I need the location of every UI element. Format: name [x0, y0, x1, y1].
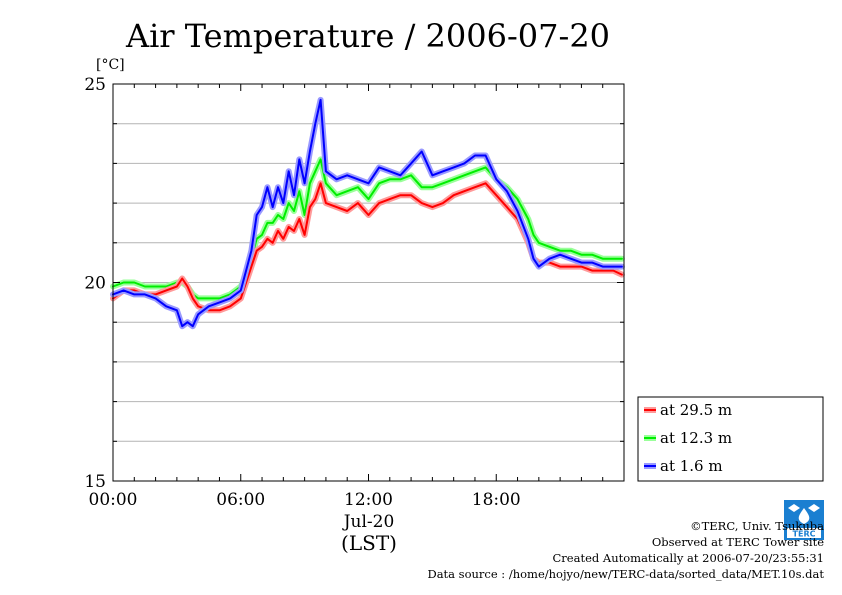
axis-ticks: 00:00 06:00 12:00 18:00 15 20 25 — [84, 75, 624, 510]
legend: at 29.5 m at 12.3 m at 1.6 m — [637, 396, 824, 482]
legend-box — [637, 396, 824, 482]
terc-logo-icon: TERC — [784, 500, 824, 540]
legend-item-29-5m: at 29.5 m — [644, 401, 732, 419]
x-tick-label: 00:00 — [89, 490, 138, 510]
credit-copyright: ©TERC, Univ. Tsukuba — [690, 519, 824, 533]
x-tick-label: 12:00 — [344, 490, 393, 510]
x-tick-label: 18:00 — [472, 490, 521, 510]
credits: ©TERC, Univ. Tsukuba Observed at TERC To… — [427, 518, 824, 582]
x-axis-label: (LST) — [341, 531, 397, 555]
y-tick-label: 20 — [84, 274, 106, 294]
chart-title: Air Temperature / 2006-07-20 — [125, 17, 610, 55]
credit-source: Data source : /home/hojyo/new/TERC-data/… — [427, 567, 824, 581]
legend-label-1-6m: at 1.6 m — [660, 457, 723, 475]
grid-lines — [113, 123, 624, 442]
legend-item-1-6m: at 1.6 m — [644, 457, 723, 475]
credit-observed: Observed at TERC Tower site — [651, 535, 824, 549]
legend-item-12-3m: at 12.3 m — [644, 429, 732, 447]
x-tick-label: 06:00 — [216, 490, 265, 510]
logo-text: TERC — [793, 530, 816, 539]
series-layer — [110, 96, 625, 330]
legend-label-12-3m: at 12.3 m — [660, 429, 732, 447]
y-tick-label: 15 — [84, 472, 106, 492]
y-axis-unit: [°C] — [96, 57, 125, 73]
credit-created: Created Automatically at 2006-07-20/23:5… — [552, 551, 825, 565]
y-tick-label: 25 — [84, 75, 106, 95]
legend-label-29-5m: at 29.5 m — [660, 401, 732, 419]
x-date-label: Jul-20 — [342, 512, 395, 532]
terc-logo: TERC — [784, 500, 824, 540]
series-line-blue — [112, 98, 623, 328]
